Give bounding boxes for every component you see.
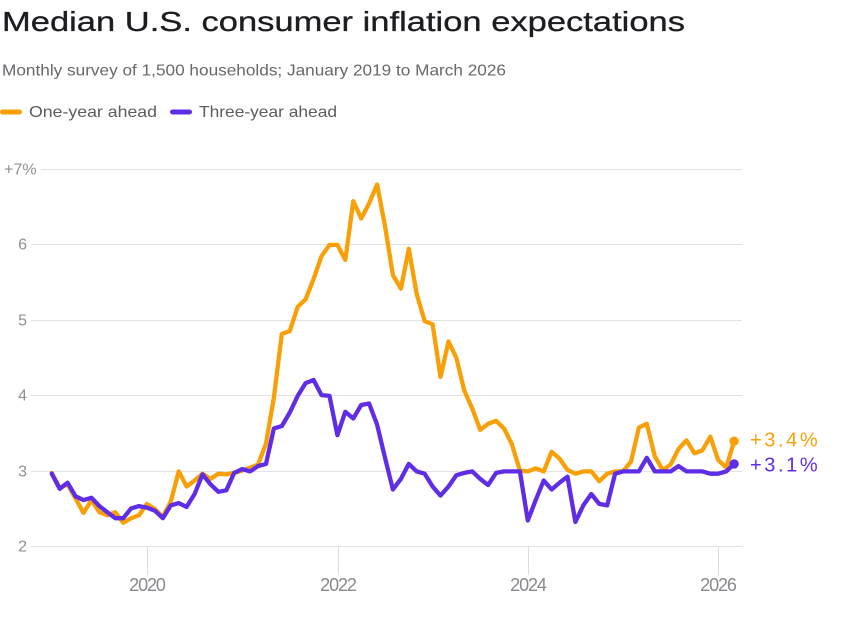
svg-text:6: 6 <box>18 236 27 253</box>
svg-text:Three-year ahead: Three-year ahead <box>199 104 337 121</box>
svg-text:2: 2 <box>18 538 27 555</box>
svg-text:2026: 2026 <box>700 575 737 595</box>
svg-text:2022: 2022 <box>320 575 357 595</box>
svg-text:One-year ahead: One-year ahead <box>29 104 157 121</box>
svg-text:Monthly survey of 1,500 househ: Monthly survey of 1,500 households; Janu… <box>2 63 506 80</box>
svg-text:Median U.S. consumer inflation: Median U.S. consumer inflation expectati… <box>2 6 685 37</box>
svg-text:2024: 2024 <box>510 575 547 595</box>
svg-text:+7%: +7% <box>4 161 36 178</box>
svg-text:3: 3 <box>18 463 27 480</box>
svg-text:5: 5 <box>18 312 27 329</box>
svg-text:+3.4%: +3.4% <box>750 430 820 452</box>
svg-text:2020: 2020 <box>129 575 166 595</box>
svg-text:+3.1%: +3.1% <box>750 455 820 477</box>
svg-text:4: 4 <box>18 387 27 404</box>
